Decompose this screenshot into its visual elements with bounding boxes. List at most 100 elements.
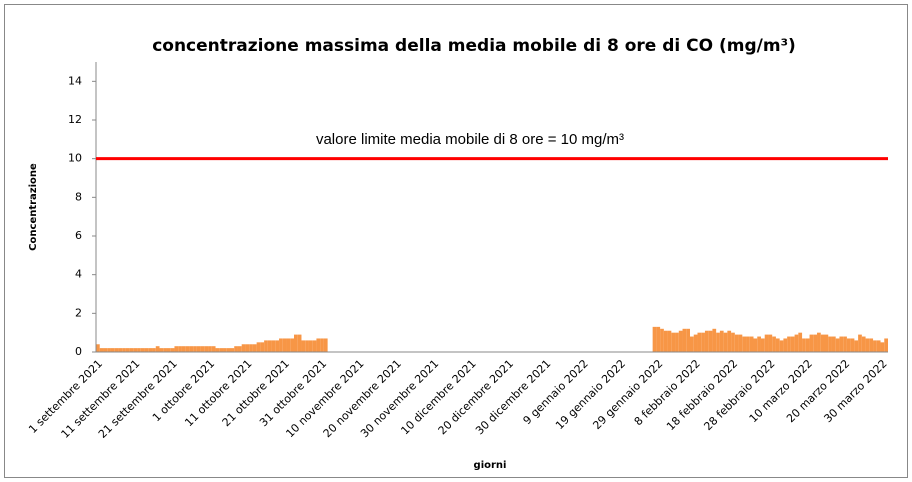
bar [144, 348, 149, 352]
bar [155, 346, 160, 352]
bar [757, 336, 761, 352]
chart-border [4, 4, 908, 478]
bar [234, 346, 238, 352]
bar [854, 340, 859, 352]
bar [787, 336, 791, 352]
bar [122, 348, 126, 352]
bar [163, 348, 167, 352]
bar [746, 336, 750, 352]
bar [719, 330, 724, 352]
bar [290, 338, 294, 352]
bar [152, 348, 156, 352]
bar [193, 346, 197, 352]
chart-title: concentrazione massima della media mobil… [152, 36, 796, 56]
bar [200, 346, 205, 352]
bar [256, 342, 261, 352]
bar [873, 340, 877, 352]
bar [667, 330, 672, 352]
y-tick-label: 6 [75, 229, 82, 242]
bar [876, 340, 881, 352]
bar [764, 334, 769, 352]
bar [813, 334, 818, 352]
bar [712, 328, 717, 352]
bar [260, 342, 265, 352]
bar [734, 334, 739, 352]
bar [690, 336, 694, 352]
bar [185, 346, 190, 352]
bar [753, 338, 758, 352]
bar [211, 346, 216, 352]
bar [760, 338, 765, 352]
bar [716, 332, 720, 352]
bar [656, 326, 661, 352]
bar [301, 340, 306, 352]
bar [671, 332, 676, 352]
bar [880, 342, 885, 352]
bar [159, 348, 164, 352]
y-tick-label: 14 [68, 74, 82, 87]
bar [140, 348, 145, 352]
bar [663, 330, 668, 352]
bar [790, 336, 795, 352]
bar [223, 348, 227, 352]
bar [738, 334, 743, 352]
bar [686, 328, 690, 352]
bar [241, 344, 246, 352]
bar [148, 348, 153, 352]
bar [133, 348, 138, 352]
bar [196, 346, 201, 352]
bar [817, 332, 821, 352]
bar [129, 348, 134, 352]
bar [279, 338, 283, 352]
bar [693, 334, 698, 352]
bar [219, 348, 224, 352]
y-tick-label: 12 [68, 113, 82, 126]
bar [114, 348, 119, 352]
bar [772, 336, 776, 352]
bar [831, 336, 836, 352]
bar [678, 330, 683, 352]
bar [275, 340, 280, 352]
y-tick-label: 2 [75, 306, 82, 319]
bar [178, 346, 182, 352]
bar [118, 348, 123, 352]
bar [308, 340, 313, 352]
bar [775, 338, 780, 352]
bar [282, 338, 287, 352]
bar [850, 338, 855, 352]
bar [858, 334, 862, 352]
bar [316, 338, 321, 352]
bar [99, 348, 104, 352]
bar [675, 332, 679, 352]
bar [884, 338, 888, 352]
bar [103, 348, 108, 352]
bar [794, 334, 799, 352]
bar [682, 328, 687, 352]
bar [828, 336, 832, 352]
bar [865, 338, 870, 352]
y-tick-label: 10 [68, 152, 82, 165]
bar [174, 346, 179, 352]
bar [286, 338, 291, 352]
bar [843, 336, 847, 352]
bar [230, 348, 235, 352]
bar [723, 332, 728, 352]
bar [208, 346, 212, 352]
y-tick-label: 4 [75, 268, 82, 281]
bar [226, 348, 231, 352]
bar [237, 346, 242, 352]
bar [708, 330, 713, 352]
bar [110, 348, 115, 352]
bar [320, 338, 324, 352]
bar [189, 346, 194, 352]
x-axis-title: giorni [474, 460, 507, 471]
bar [742, 336, 747, 352]
bar [869, 338, 874, 352]
y-tick-label: 0 [75, 345, 82, 358]
bar [835, 338, 840, 352]
bar [264, 340, 268, 352]
bar [204, 346, 209, 352]
y-axis-title: Concentrazione [28, 163, 39, 251]
bar [839, 336, 844, 352]
